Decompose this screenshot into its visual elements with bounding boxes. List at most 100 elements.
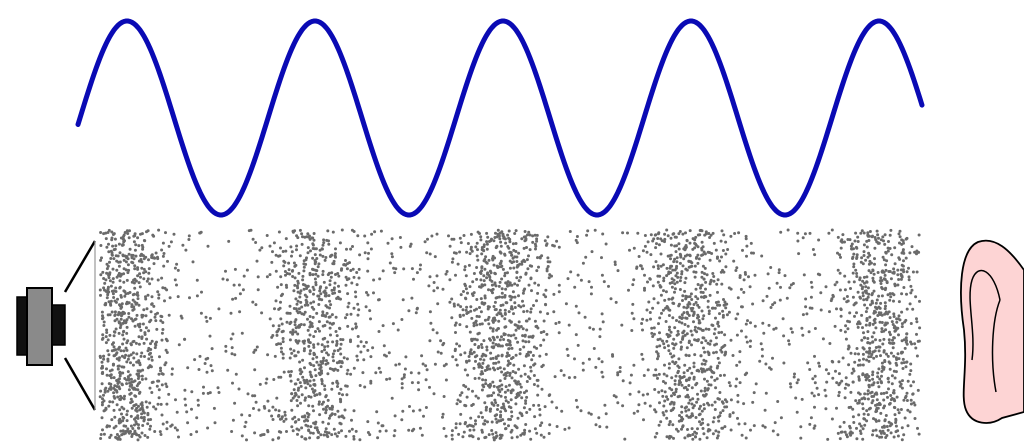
particle <box>717 430 721 434</box>
particle <box>880 374 883 378</box>
particle <box>102 399 106 403</box>
particle <box>283 270 287 273</box>
particle <box>288 356 292 360</box>
particle <box>883 404 886 408</box>
particle <box>142 257 146 261</box>
particle <box>878 320 882 324</box>
particle <box>690 298 694 301</box>
particle <box>508 266 512 270</box>
particle <box>279 275 283 279</box>
particle <box>450 260 454 264</box>
particle <box>852 280 856 284</box>
particle <box>854 268 858 272</box>
particle <box>675 319 678 322</box>
particle <box>418 426 422 430</box>
particle <box>420 433 424 437</box>
particle <box>484 255 488 259</box>
particle <box>753 273 757 277</box>
particle <box>333 367 337 371</box>
particle <box>700 362 704 366</box>
particle <box>161 254 165 258</box>
particle <box>217 391 221 394</box>
particle <box>667 423 671 427</box>
particle <box>153 315 157 319</box>
particle <box>518 352 522 356</box>
particle <box>799 425 803 429</box>
particle <box>586 229 590 233</box>
particle <box>136 377 140 380</box>
particle <box>682 386 686 390</box>
particle <box>712 416 716 420</box>
particle <box>508 362 512 365</box>
particle <box>696 392 699 396</box>
particle <box>339 268 343 272</box>
particle <box>112 345 116 349</box>
particle <box>279 300 282 304</box>
particle <box>676 369 680 373</box>
particle <box>117 320 121 324</box>
particle <box>291 417 295 421</box>
particle <box>457 432 461 436</box>
particle <box>145 279 149 283</box>
particle <box>854 301 858 305</box>
particle <box>142 239 146 242</box>
particle <box>356 335 360 338</box>
particle <box>462 430 466 434</box>
particle <box>643 273 646 277</box>
particle <box>205 319 209 323</box>
particle <box>441 412 445 416</box>
particle <box>390 255 394 259</box>
particle <box>765 294 769 298</box>
particle <box>660 311 663 315</box>
particle <box>678 279 682 283</box>
particle <box>472 291 476 295</box>
particle <box>884 328 888 332</box>
particle <box>114 424 118 428</box>
particle <box>324 256 328 259</box>
particle <box>870 353 874 356</box>
particle <box>486 235 490 239</box>
particle <box>452 251 456 255</box>
particle <box>352 306 356 310</box>
particle <box>609 297 613 301</box>
particle <box>763 408 767 412</box>
particle <box>536 291 540 295</box>
particle <box>685 316 689 320</box>
particle <box>867 269 871 273</box>
particle <box>674 266 678 270</box>
particle <box>657 390 661 394</box>
particle <box>880 330 884 334</box>
particle <box>673 257 677 261</box>
particle <box>323 294 327 298</box>
particle <box>809 295 813 299</box>
particle <box>190 407 193 411</box>
particle <box>150 339 154 343</box>
particle <box>861 437 865 441</box>
particle <box>452 304 456 308</box>
particle <box>523 260 527 263</box>
particle <box>499 265 503 269</box>
particle <box>724 350 728 354</box>
particle <box>744 436 748 440</box>
particle <box>915 317 918 321</box>
particle <box>140 431 144 435</box>
particle <box>663 298 667 302</box>
particle <box>836 431 840 435</box>
particle <box>317 262 321 266</box>
particle <box>302 323 306 327</box>
particle <box>331 381 335 385</box>
particle <box>702 346 705 350</box>
particle <box>125 325 129 329</box>
particle <box>108 436 112 439</box>
particle <box>684 276 688 280</box>
particle <box>122 258 126 262</box>
particle <box>525 411 529 414</box>
particle <box>349 338 352 342</box>
speaker-body <box>26 287 53 366</box>
particle <box>132 307 136 311</box>
particle <box>785 296 789 300</box>
particle <box>734 269 738 272</box>
particle <box>466 311 470 314</box>
particle <box>867 239 871 242</box>
particle <box>295 340 298 344</box>
